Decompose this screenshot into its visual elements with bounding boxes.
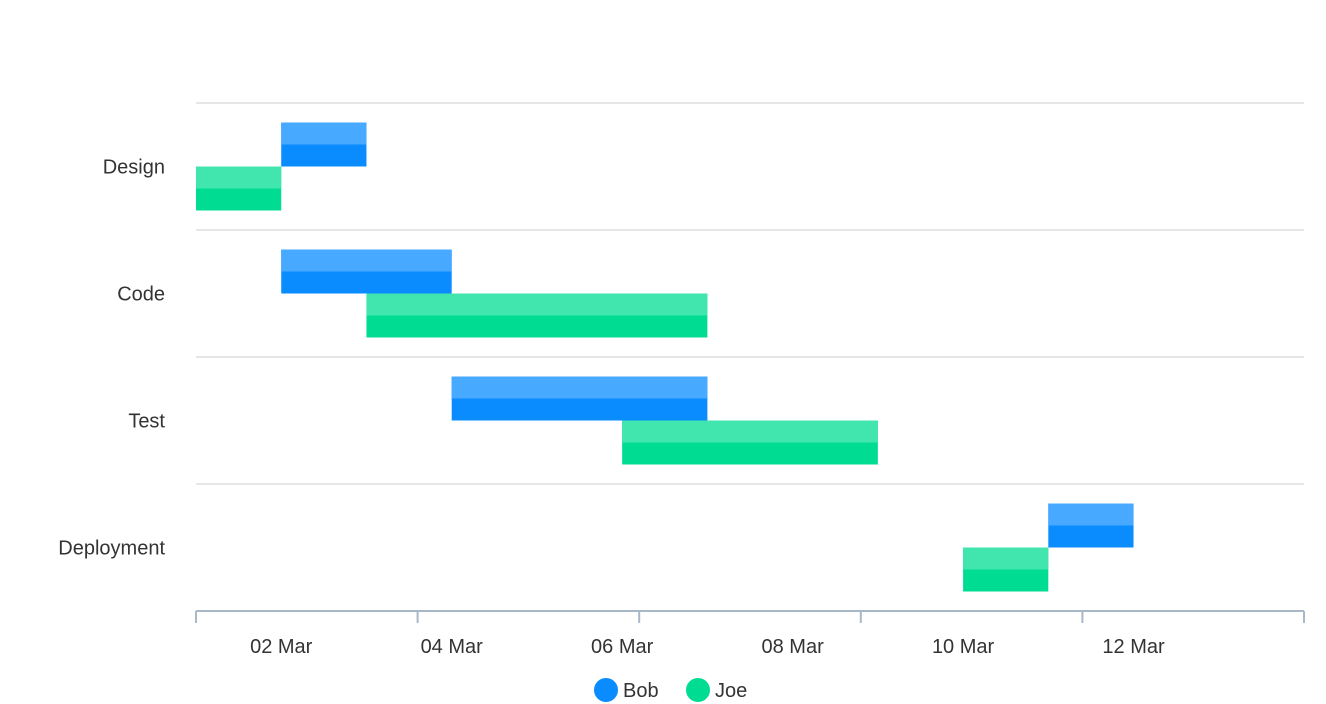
bar-bob-deployment[interactable] <box>1048 503 1134 548</box>
legend-label: Joe <box>715 680 747 702</box>
bar-bob-code[interactable] <box>281 249 452 294</box>
category-label: Design <box>103 157 165 179</box>
legend[interactable]: Bob Joe <box>594 678 747 702</box>
x-axis: 02 Mar 04 Mar 06 Mar 08 Mar 10 Mar 12 Mar <box>195 610 1305 658</box>
legend-label: Bob <box>623 680 659 702</box>
legend-marker <box>686 678 710 702</box>
x-tick-label: 12 Mar <box>1102 636 1165 658</box>
bar-joe-deployment[interactable] <box>963 547 1049 592</box>
x-tick-label: 08 Mar <box>761 636 824 658</box>
bar-bob-test[interactable] <box>451 376 708 421</box>
bar-joe-code[interactable] <box>366 293 708 338</box>
x-tick-label: 02 Mar <box>250 636 313 658</box>
bars <box>196 122 1134 592</box>
legend-item-bob[interactable]: Bob <box>594 678 659 702</box>
grid-lines <box>196 102 1304 485</box>
legend-marker <box>594 678 618 702</box>
bar-bob-design[interactable] <box>281 122 367 167</box>
legend-item-joe[interactable]: Joe <box>686 678 747 702</box>
bar-joe-design[interactable] <box>196 166 282 211</box>
bar-joe-test[interactable] <box>622 420 878 465</box>
category-label: Test <box>128 411 165 433</box>
x-tick-label: 04 Mar <box>421 636 484 658</box>
x-tick-label: 10 Mar <box>932 636 995 658</box>
category-label: Code <box>117 284 165 306</box>
category-labels: Design Code Test Deployment <box>58 157 165 560</box>
category-label: Deployment <box>58 538 165 560</box>
x-tick-label: 06 Mar <box>591 636 654 658</box>
